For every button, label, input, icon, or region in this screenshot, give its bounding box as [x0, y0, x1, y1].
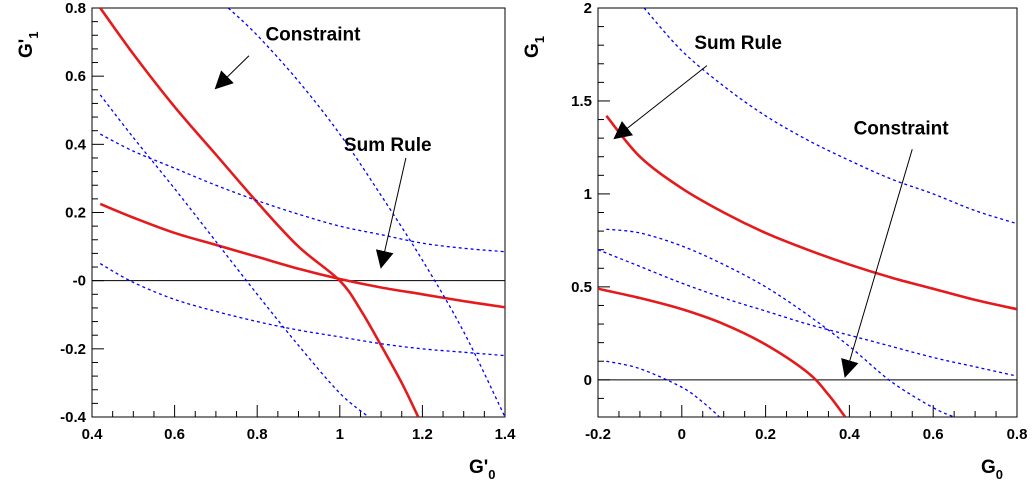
annotation-arrow	[375, 157, 407, 269]
dashed-curve-2	[227, 8, 505, 417]
dashed-curve-5	[606, 360, 720, 417]
solid-curve-0	[605, 115, 1017, 311]
y-tick-label: -0	[73, 273, 86, 290]
x-tick-label: 0.6	[164, 426, 185, 443]
dashed-curve-3	[606, 228, 955, 417]
annotation-arrow	[613, 65, 708, 140]
y-tick-label: -0.4	[60, 409, 87, 426]
y-axis-label: G'1	[16, 31, 41, 58]
x-tick-label: 0.4	[82, 426, 104, 443]
y-tick-label: -0.2	[60, 341, 86, 358]
y-tick-label: 0.5	[571, 279, 592, 296]
y-tick-label: 0.8	[65, 0, 86, 17]
x-tick-label: 0.2	[755, 426, 776, 443]
dashed-curve-5	[99, 263, 505, 357]
x-tick-label: 0.8	[1007, 426, 1028, 443]
plot-frame	[91, 7, 506, 418]
y-axis-label: G1	[522, 36, 547, 58]
x-tick-label: 0.6	[923, 426, 944, 443]
y-tick-label: 1	[584, 186, 592, 203]
x-axis-label: G0	[981, 457, 1003, 482]
dashed-curve-3	[99, 94, 370, 417]
annotation-arrow	[214, 55, 250, 90]
solid-curve-1	[99, 202, 505, 309]
annotation-arrow	[841, 149, 913, 378]
y-tick-label: 0.2	[65, 205, 86, 222]
dashed-curve-4	[99, 133, 505, 253]
x-tick-label: 1	[336, 426, 344, 443]
x-tick-label: 1.2	[412, 426, 433, 443]
x-tick-label: 0.4	[839, 426, 861, 443]
x-tick-label: 0	[678, 426, 686, 443]
dashed-curve-4	[598, 249, 1017, 377]
x-tick-label: 0.8	[247, 426, 268, 443]
solid-curve-1	[598, 287, 847, 417]
y-tick-label: 0.4	[65, 136, 87, 153]
y-tick-label: 2	[584, 0, 592, 17]
left-chart-panel: 0.4 0.6 0.8 1 1.2 1.4 -0.4 -0.2 -0 0.2 0.4 0.6 0.8 G'…	[16, 0, 516, 482]
y-tick-label: 1.5	[571, 93, 592, 110]
plot-frame	[597, 7, 1018, 418]
annotation-label: Sum Rule	[694, 33, 782, 54]
y-tick-label: 0.6	[65, 68, 86, 85]
annotation-label: Constraint	[854, 118, 950, 139]
solid-curve-0	[99, 8, 420, 417]
x-tick-label: -0.2	[585, 426, 611, 443]
annotation-label: Constraint	[265, 24, 361, 45]
x-axis-label: G'0	[469, 457, 496, 482]
right-chart-panel: -0.2 0 0.2 0.4 0.6 0.8 0 0.5 1 1.5 2 G0 G1 Sum Rule Co…	[522, 0, 1027, 482]
annotation-label: Sum Rule	[344, 135, 432, 156]
y-tick-label: 0	[584, 372, 592, 389]
x-tick-label: 1.4	[495, 426, 517, 443]
